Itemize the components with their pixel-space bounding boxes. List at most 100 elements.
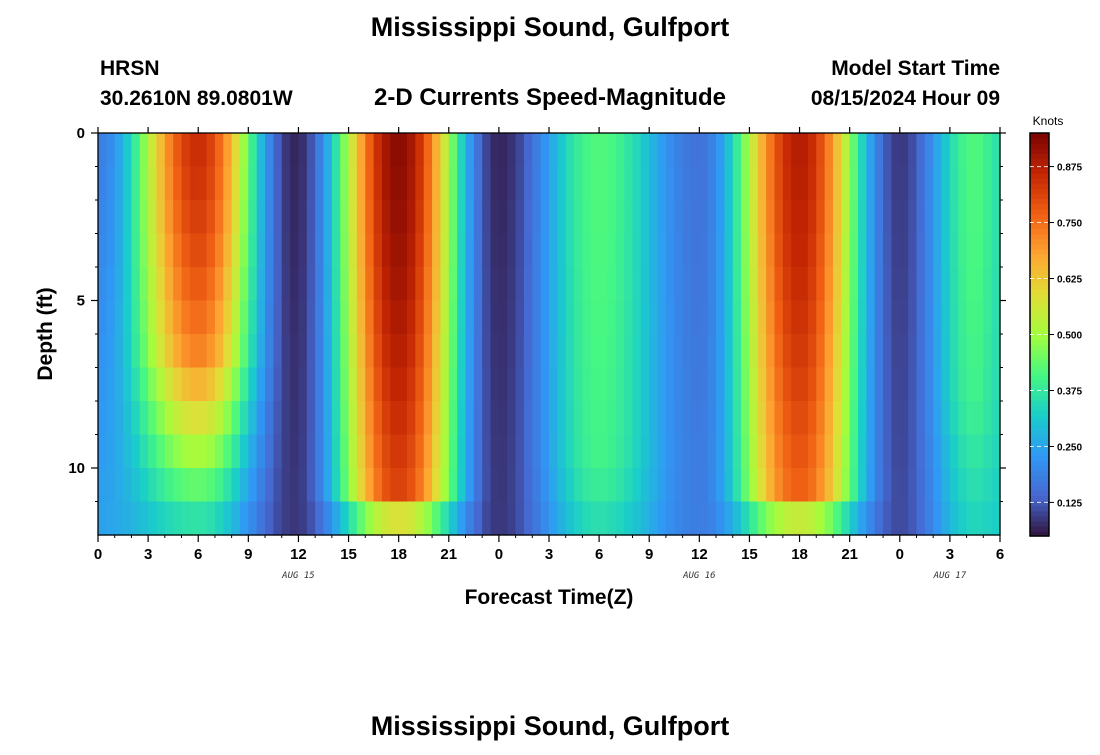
heatmap-cell (724, 166, 734, 201)
heatmap-cell (665, 300, 675, 335)
heatmap-cell (924, 166, 934, 201)
heatmap-cell (306, 300, 316, 335)
heatmap-cell (757, 334, 767, 369)
heatmap-cell (799, 200, 809, 235)
heatmap-cell (448, 133, 458, 168)
heatmap-cell (866, 501, 876, 536)
heatmap-cell (114, 401, 124, 436)
heatmap-cell (214, 233, 224, 268)
heatmap-cell (991, 468, 1001, 503)
heatmap-cell (473, 233, 483, 268)
heatmap-cell (340, 133, 350, 168)
heatmap-cell (106, 200, 116, 235)
heatmap-cell (741, 401, 751, 436)
heatmap-cell (799, 334, 809, 369)
heatmap-cell (615, 434, 625, 469)
heatmap-cell (148, 300, 158, 335)
heatmap-cell (198, 401, 208, 436)
heatmap-cell (123, 166, 133, 201)
heatmap-cell (824, 334, 834, 369)
heatmap-cell (164, 434, 174, 469)
heatmap-cell (582, 267, 592, 302)
heatmap-cell (983, 334, 993, 369)
heatmap-cell (916, 501, 926, 536)
heatmap-cell (624, 267, 634, 302)
heatmap-cell (974, 367, 984, 402)
heatmap-cell (983, 166, 993, 201)
heatmap-cell (114, 468, 124, 503)
heatmap-cell (724, 300, 734, 335)
colorbar-swatch (1030, 510, 1049, 517)
heatmap-cell (365, 267, 375, 302)
heatmap-cell (214, 468, 224, 503)
heatmap-cell (849, 200, 859, 235)
heatmap-cell (523, 401, 533, 436)
heatmap-cell (732, 434, 742, 469)
heatmap-cell (248, 468, 258, 503)
heatmap-cell (574, 166, 584, 201)
heatmap-cell (874, 434, 884, 469)
heatmap-cell (348, 401, 358, 436)
heatmap-cell (599, 434, 609, 469)
heatmap-cell (373, 200, 383, 235)
heatmap-cell (749, 267, 759, 302)
colorbar-swatch (1030, 359, 1049, 366)
heatmap-cell (540, 200, 550, 235)
heatmap-cell (340, 267, 350, 302)
heatmap-cell (974, 468, 984, 503)
heatmap-cell (716, 468, 725, 503)
heatmap-cell (423, 267, 433, 302)
heatmap-cell (615, 401, 625, 436)
heatmap-cell (849, 166, 859, 201)
heatmap-cell (139, 401, 149, 436)
heatmap-cell (565, 200, 575, 235)
heatmap-cell (415, 334, 425, 369)
heatmap-cell (949, 468, 959, 503)
heatmap-cell (507, 133, 517, 168)
colorbar-swatch (1030, 223, 1049, 230)
heatmap-cell (98, 233, 107, 268)
heatmap-cell (949, 367, 959, 402)
heatmap-cell (991, 401, 1001, 436)
heatmap-cell (465, 166, 475, 201)
heatmap-cell (540, 468, 550, 503)
heatmap-cell (498, 300, 508, 335)
heatmap-cell (532, 367, 542, 402)
colorbar-unit: Knots (1033, 114, 1064, 128)
heatmap-cell (189, 233, 199, 268)
heatmap-cell (716, 200, 725, 235)
heatmap-cell (816, 166, 826, 201)
heatmap-cell (858, 367, 867, 402)
heatmap-cell (590, 468, 600, 503)
heatmap-cell (348, 300, 358, 335)
heatmap-cell (757, 401, 767, 436)
heatmap-cell (440, 501, 450, 536)
heatmap-cell (407, 200, 416, 235)
heatmap-cell (565, 468, 575, 503)
heatmap-cell (966, 401, 976, 436)
heatmap-cell (306, 501, 316, 536)
heatmap-cell (841, 166, 851, 201)
heatmap-cell (482, 300, 492, 335)
heatmap-cell (549, 468, 558, 503)
heatmap-cell (173, 233, 183, 268)
heatmap-cell (265, 501, 274, 536)
heatmap-cell (899, 267, 909, 302)
heatmap-cell (515, 166, 525, 201)
heatmap-cell (941, 166, 951, 201)
heatmap-cell (549, 401, 558, 436)
heatmap-cell (849, 401, 859, 436)
heatmap-cell (498, 267, 508, 302)
heatmap-cell (841, 200, 851, 235)
heatmap-cell (624, 300, 634, 335)
heatmap-cell (699, 166, 709, 201)
heatmap-cell (816, 434, 826, 469)
heatmap-cell (657, 434, 667, 469)
heatmap-cell (381, 367, 391, 402)
heatmap-cell (682, 133, 692, 168)
heatmap-cell (841, 334, 851, 369)
heatmap-cell (440, 367, 450, 402)
heatmap-cell (148, 133, 158, 168)
heatmap-cell (398, 166, 408, 201)
heatmap-cell (432, 133, 442, 168)
